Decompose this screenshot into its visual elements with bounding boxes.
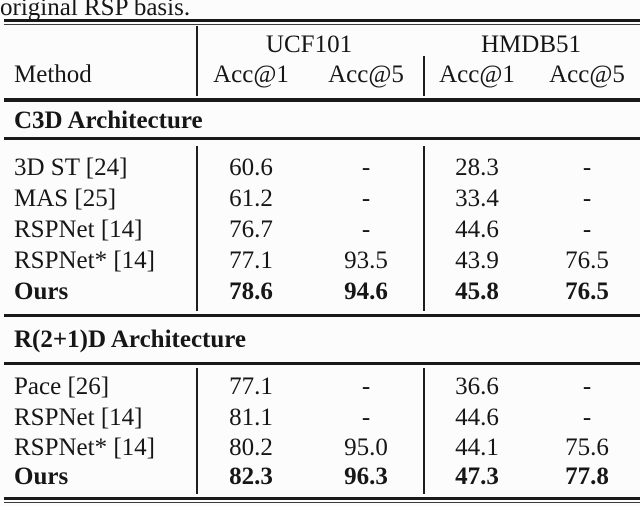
value-cell: 61.2 <box>229 185 273 212</box>
method-cell: RSPNet [14] <box>14 216 143 243</box>
column-header-ucf101-acc5: Acc@5 <box>328 61 404 88</box>
value-cell: 95.0 <box>344 434 388 461</box>
table-rule-bottom-thick <box>4 497 640 500</box>
value-cell: 93.5 <box>344 247 388 274</box>
table-rule-below-r21d-title <box>4 362 640 365</box>
table-row: Ours 82.3 96.3 47.3 77.8 <box>0 461 640 492</box>
value-cell: - <box>361 185 371 212</box>
value-cell: - <box>361 373 371 400</box>
table-rule-bottom-thin <box>4 501 640 503</box>
value-cell: 44.6 <box>455 404 499 431</box>
value-cell: 78.6 <box>229 278 273 305</box>
value-cell: 77.8 <box>565 463 609 490</box>
vline-method-r21d <box>196 368 198 494</box>
value-cell: 75.6 <box>565 434 609 461</box>
value-cell: 81.1 <box>229 404 273 431</box>
method-cell: MAS [25] <box>14 185 117 212</box>
value-cell: - <box>582 185 592 212</box>
table-row: RSPNet [14] 81.1 - 44.6 - <box>0 402 640 433</box>
method-column-header: Method <box>14 61 92 88</box>
value-cell: 43.9 <box>455 247 499 274</box>
section-title-r21d: R(2+1)D Architecture <box>14 326 247 353</box>
table-row: 3D ST [24] 60.6 - 28.3 - <box>0 152 640 183</box>
table-row: RSPNet* [14] 77.1 93.5 43.9 76.5 <box>0 245 640 276</box>
method-cell: Pace [26] <box>14 373 110 400</box>
column-header-hmdb51-acc5: Acc@5 <box>549 61 625 88</box>
vline-method-c3d <box>196 146 198 311</box>
value-cell: 76.7 <box>229 216 273 243</box>
value-cell: 45.8 <box>455 278 499 305</box>
column-header-hmdb51-acc1: Acc@1 <box>439 61 515 88</box>
table-row: MAS [25] 61.2 - 33.4 - <box>0 183 640 214</box>
value-cell: - <box>582 216 592 243</box>
method-cell: RSPNet* [14] <box>14 247 155 274</box>
caption-text: original RSP basis. <box>0 0 191 21</box>
method-cell: 3D ST [24] <box>14 154 128 181</box>
table-rule-top-thin <box>4 23 640 25</box>
vline-datasets-c3d <box>423 146 425 311</box>
value-cell: 77.1 <box>229 373 273 400</box>
table-row: Pace [26] 77.1 - 36.6 - <box>0 371 640 402</box>
column-group-ucf101: UCF101 <box>265 31 353 58</box>
value-cell: 28.3 <box>455 154 499 181</box>
table-rule-below-header <box>4 98 640 102</box>
value-cell: 47.3 <box>455 463 499 490</box>
value-cell: 60.6 <box>229 154 273 181</box>
method-cell: RSPNet* [14] <box>14 434 155 461</box>
value-cell: - <box>361 154 371 181</box>
value-cell: - <box>582 373 592 400</box>
method-cell: Ours <box>14 463 69 490</box>
value-cell: - <box>582 154 592 181</box>
value-cell: - <box>582 404 592 431</box>
table-row: Ours 78.6 94.6 45.8 76.5 <box>0 276 640 307</box>
column-group-hmdb51: HMDB51 <box>480 31 582 58</box>
value-cell: 80.2 <box>229 434 273 461</box>
column-header-ucf101-acc1: Acc@1 <box>213 61 289 88</box>
method-cell: RSPNet [14] <box>14 404 143 431</box>
value-cell: 82.3 <box>229 463 273 490</box>
table-rule-below-c3d-title <box>4 137 640 140</box>
table-row: RSPNet* [14] 80.2 95.0 44.1 75.6 <box>0 432 640 463</box>
method-cell: Ours <box>14 278 69 305</box>
value-cell: - <box>361 404 371 431</box>
table-row: RSPNet [14] 76.7 - 44.6 - <box>0 214 640 245</box>
value-cell: 33.4 <box>455 185 499 212</box>
value-cell: 76.5 <box>565 247 609 274</box>
section-title-c3d: C3D Architecture <box>14 107 203 134</box>
vline-datasets-header <box>423 56 425 96</box>
table-rule-after-c3d-section <box>4 313 640 317</box>
value-cell: 77.1 <box>229 247 273 274</box>
vline-datasets-r21d <box>423 368 425 494</box>
value-cell: 94.6 <box>344 278 388 305</box>
value-cell: 76.5 <box>565 278 609 305</box>
value-cell: 44.6 <box>455 216 499 243</box>
value-cell: 44.1 <box>455 434 499 461</box>
value-cell: - <box>361 216 371 243</box>
value-cell: 96.3 <box>344 463 388 490</box>
value-cell: 36.6 <box>455 373 499 400</box>
vline-method-header <box>196 26 198 96</box>
table-rule-top-thick <box>4 19 640 22</box>
